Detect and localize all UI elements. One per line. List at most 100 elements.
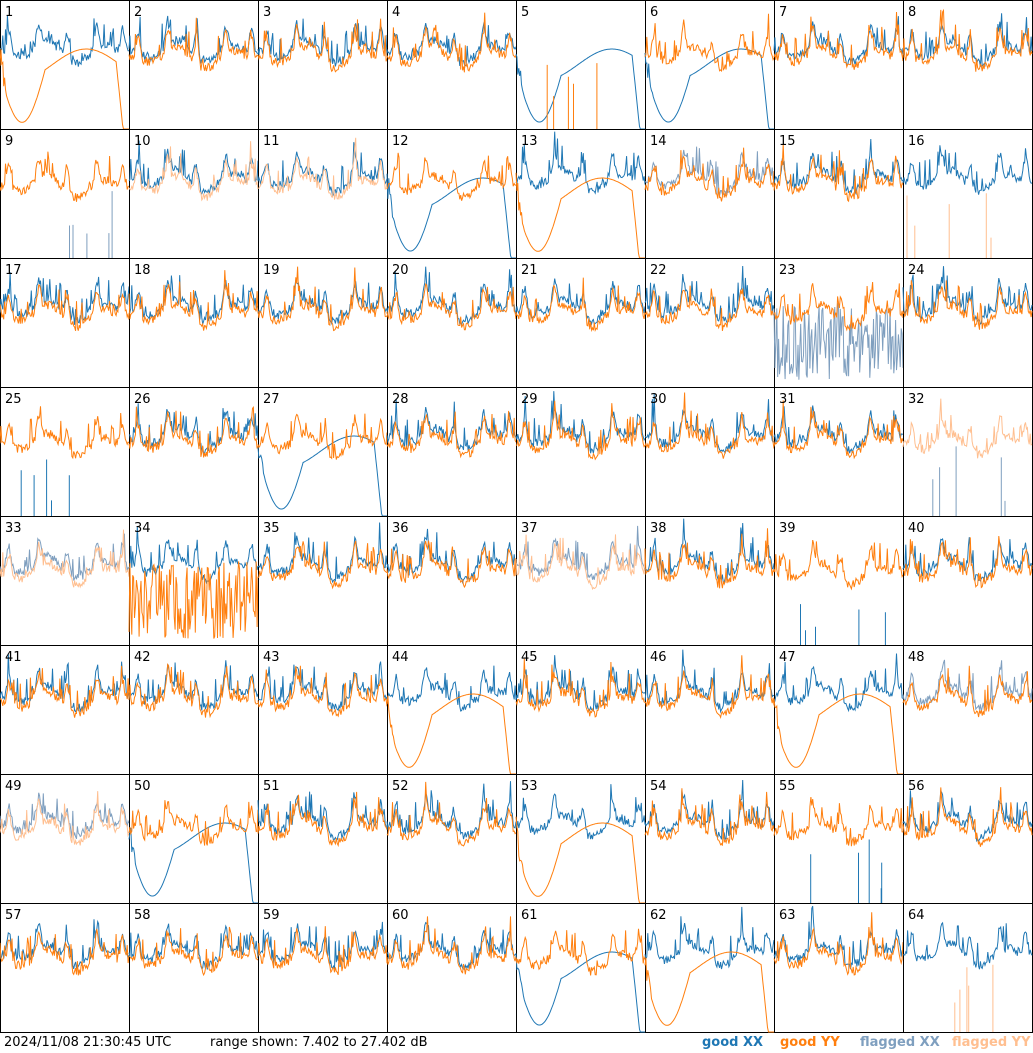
series-yy-panel-14 — [644, 147, 775, 202]
series-yy-panel-52 — [386, 781, 517, 847]
series-yy-panel-23 — [773, 281, 904, 332]
panel-frame — [0, 129, 130, 259]
panel-label: 44 — [392, 650, 409, 665]
series-yy-panel-37 — [515, 534, 646, 591]
panel-label: 31 — [779, 392, 796, 407]
panel-60: 60 — [386, 903, 517, 1033]
panel-frame — [129, 0, 259, 130]
panel-label: 35 — [263, 521, 280, 536]
series-yy-panel-9 — [0, 151, 130, 202]
footer: 2024/11/08 21:30:45 UTC range shown: 7.4… — [0, 1033, 1033, 1053]
panel-label: 43 — [263, 650, 280, 665]
series-xx-panel-54 — [644, 779, 775, 841]
series-yy-panel-5 — [546, 63, 598, 129]
panel-24: 24 — [902, 258, 1033, 388]
panel-label: 39 — [779, 521, 796, 536]
panel-frame — [387, 387, 517, 517]
panel-17: 17 — [0, 258, 130, 388]
panel-label: 38 — [650, 521, 667, 536]
series-yy-panel-22 — [644, 285, 774, 331]
panel-label: 58 — [134, 908, 151, 923]
panel-label: 48 — [908, 650, 925, 665]
panel-frame — [903, 516, 1033, 646]
panel-55: 55 — [773, 774, 904, 904]
panel-frame — [903, 0, 1033, 130]
series-yy-panel-20 — [386, 282, 517, 331]
panel-label: 62 — [650, 908, 667, 923]
panel-frame — [774, 516, 904, 646]
panel-19: 19 — [257, 258, 388, 388]
panel-64: 64 — [902, 903, 1033, 1033]
panel-label: 18 — [134, 263, 151, 278]
panel-23: 23 — [773, 258, 904, 388]
panel-label: 47 — [779, 650, 796, 665]
panel-label: 29 — [521, 392, 538, 407]
panel-8: 8 — [902, 0, 1033, 130]
series-xx-panel-19 — [257, 279, 388, 326]
series-xx-panel-50 — [128, 822, 258, 904]
panel-label: 37 — [521, 521, 538, 536]
series-yy-panel-16 — [906, 193, 992, 258]
panel-40: 40 — [902, 516, 1033, 646]
series-xx-panel-41 — [0, 653, 130, 713]
series-yy-panel-26 — [128, 406, 259, 458]
panel-62: 62 — [644, 903, 775, 1033]
panel-frame — [258, 258, 388, 388]
series-xx-panel-32 — [932, 446, 1006, 516]
panel-label: 7 — [779, 5, 787, 20]
series-yy-panel-28 — [386, 410, 517, 459]
panel-label: 53 — [521, 779, 538, 794]
panel-31: 31 — [773, 387, 904, 517]
panel-label: 33 — [5, 521, 22, 536]
panel-label: 20 — [392, 263, 409, 278]
panel-49: 49 — [0, 774, 130, 904]
series-xx-panel-34 — [128, 526, 259, 584]
panel-label: 61 — [521, 908, 538, 923]
panel-label: 11 — [263, 134, 280, 149]
legend-good-xx: good XX — [702, 1035, 764, 1050]
panel-59: 59 — [257, 903, 388, 1033]
series-yy-panel-10 — [128, 141, 259, 202]
panel-label: 17 — [5, 263, 22, 278]
panel-34: 34 — [128, 516, 259, 646]
panel-label: 15 — [779, 134, 796, 149]
series-xx-panel-61 — [515, 951, 645, 1033]
panel-43: 43 — [257, 645, 388, 775]
panel-63: 63 — [773, 903, 904, 1033]
series-yy-panel-50 — [128, 800, 259, 846]
panel-label: 52 — [392, 779, 409, 794]
series-xx-panel-1 — [0, 15, 129, 67]
series-yy-panel-58 — [128, 926, 259, 977]
series-yy-panel-30 — [644, 392, 775, 459]
panel-frame — [645, 903, 775, 1033]
panel-4: 4 — [386, 0, 517, 130]
series-yy-panel-27 — [257, 413, 388, 460]
panel-7: 7 — [773, 0, 904, 130]
panel-frame — [258, 129, 388, 259]
series-yy-panel-15 — [773, 144, 904, 203]
panel-label: 6 — [650, 5, 658, 20]
panel-label: 24 — [908, 263, 925, 278]
legend-flagged-yy: flagged YY — [952, 1035, 1031, 1050]
series-yy-panel-24 — [902, 280, 1033, 330]
panel-frame — [387, 0, 517, 130]
panel-42: 42 — [128, 645, 259, 775]
panel-45: 45 — [515, 645, 646, 775]
panel-label: 22 — [650, 263, 667, 278]
panel-label: 16 — [908, 134, 925, 149]
series-yy-panel-3 — [257, 18, 388, 73]
series-xx-panel-24 — [902, 266, 1033, 325]
panel-18: 18 — [128, 258, 259, 388]
series-xx-panel-47 — [773, 653, 904, 713]
panel-label: 57 — [5, 908, 22, 923]
series-yy-panel-40 — [902, 535, 1033, 589]
panel-12: 12 — [386, 129, 517, 259]
panel-label: 27 — [263, 392, 280, 407]
series-xx-panel-55 — [810, 839, 883, 903]
panel-frame — [129, 129, 259, 259]
panel-label: 25 — [5, 392, 22, 407]
series-yy-panel-32 — [902, 398, 1033, 459]
panel-frame — [774, 903, 904, 1033]
panel-36: 36 — [386, 516, 517, 646]
panel-53: 53 — [515, 774, 646, 904]
